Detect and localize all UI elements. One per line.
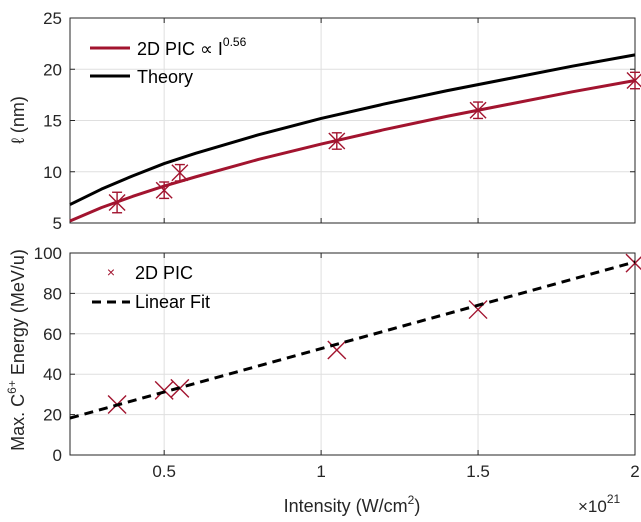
pic-data-point (171, 163, 189, 182)
x-scale-exponent: 21 (607, 492, 621, 506)
pic-data-point (155, 181, 173, 200)
top-series (69, 53, 641, 223)
pic-energy-point (468, 300, 488, 320)
x-tick-label: 1 (316, 462, 325, 481)
y-label-superscript: 6+ (5, 380, 19, 394)
top-legend: 2D PIC ∝ I0.56 Theory (90, 35, 247, 87)
x-marker (328, 132, 346, 150)
y-tick-label: 25 (43, 9, 62, 28)
x-scale-multiplier: ×1021 (578, 492, 621, 516)
x-label-suffix: ) (414, 496, 420, 516)
y-tick-label: 15 (43, 112, 62, 131)
y-tick-label: 0 (53, 446, 62, 465)
legend-2dpic-label: 2D PIC (135, 263, 193, 283)
top-y-axis-label: ℓ (nm) (8, 96, 28, 144)
bottom-grid (70, 252, 636, 456)
y-tick-label: 20 (43, 406, 62, 425)
theory-line (69, 53, 636, 206)
pic-energy-point (625, 253, 641, 273)
y-tick-label: 60 (43, 325, 62, 344)
x-tick-label: 0.5 (152, 462, 176, 481)
y-tick-label: 10 (43, 163, 62, 182)
x-marker (154, 380, 174, 400)
legend-pic-text: 2D PIC ∝ I (137, 39, 223, 59)
x-marker (469, 101, 487, 119)
pic-fit-line (69, 79, 636, 223)
x-marker (108, 194, 126, 211)
pic-data-point (626, 71, 641, 90)
x-tick-label: 2 (630, 462, 639, 481)
y-tick-label: 80 (43, 284, 62, 303)
x-label-prefix: Intensity (W/cm (284, 496, 408, 516)
y-label-suffix: Energy (MeV/u) (8, 249, 28, 380)
pic-data-point (108, 191, 126, 214)
legend-theory-label: Theory (137, 67, 193, 87)
y-tick-label: 100 (34, 244, 62, 263)
bottom-y-axis-label: Max. C6+ Energy (MeV/u) (5, 249, 28, 451)
bottom-legend: × 2D PIC Linear Fit (92, 263, 210, 312)
top-ticks: 5 10 15 20 25 (43, 9, 636, 233)
linear-fit-line (69, 260, 636, 420)
bottom-plot-frame (69, 252, 636, 456)
x-axis-label: Intensity (W/cm2) (284, 493, 421, 516)
pic-energy-point (327, 340, 347, 360)
x-marker (155, 181, 173, 199)
pic-energy-point (154, 380, 174, 400)
top-panel: 5 10 15 20 25 ℓ (nm) 2D PIC ∝ I0.56 Theory (8, 9, 641, 233)
y-tick-label: 40 (43, 365, 62, 384)
legend-fit-label: Linear Fit (135, 292, 210, 312)
x-marker (468, 300, 488, 320)
pic-data-point (328, 132, 346, 150)
x-marker (626, 73, 641, 90)
y-tick-label: 5 (53, 214, 62, 233)
x-marker (171, 164, 189, 182)
legend-pic-exponent: 0.56 (223, 35, 247, 49)
x-label-superscript: 2 (408, 493, 415, 507)
y-tick-label: 20 (43, 60, 62, 79)
x-tick-label: 1.5 (466, 462, 490, 481)
pic-data-point (469, 101, 487, 120)
x-scale-base: ×10 (578, 497, 607, 516)
bottom-series (69, 253, 641, 420)
y-label-prefix: Max. C (8, 394, 28, 451)
legend-pic-marker: × (107, 264, 115, 280)
legend-pic-label: 2D PIC ∝ I0.56 (137, 35, 247, 59)
x-marker (327, 340, 347, 360)
